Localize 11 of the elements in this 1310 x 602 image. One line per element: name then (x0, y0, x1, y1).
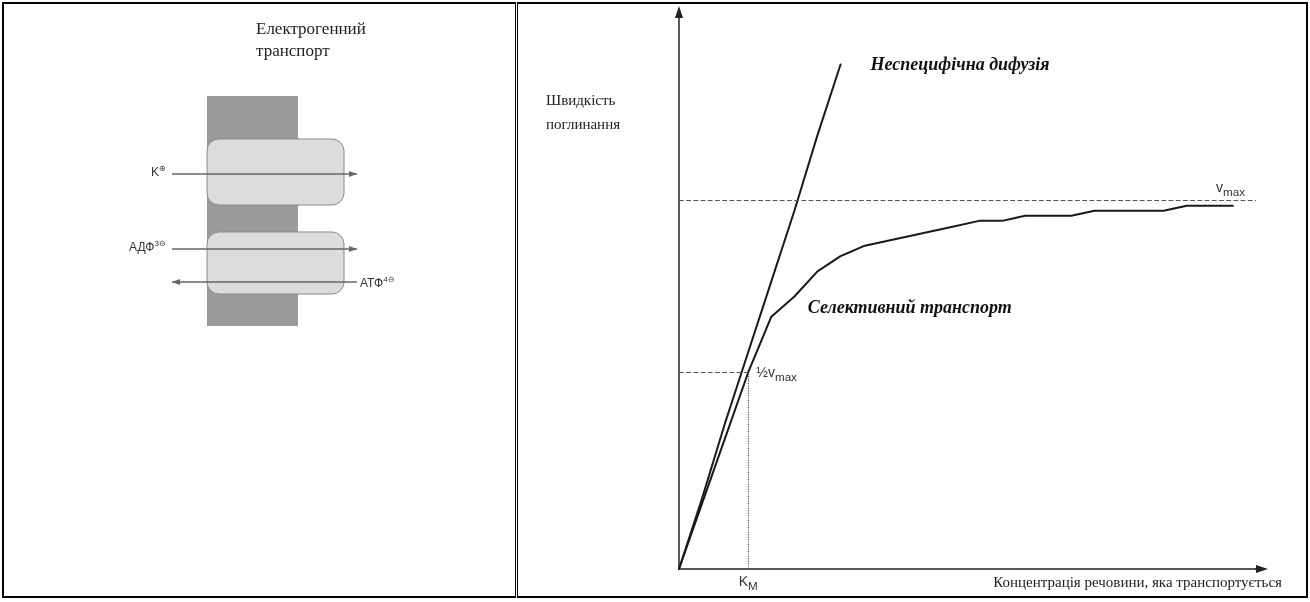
text: Електрогенний транспорт (256, 18, 367, 62)
text: K$^{⊕}$ (151, 164, 167, 179)
series-label: Селективний транспорт (807, 297, 1012, 317)
text: АДФ$^{3⊖}$ (129, 239, 166, 254)
ref-line-label: ½v$_{max}$ (756, 364, 797, 385)
text: АТФ$^{4⊖}$ (360, 275, 395, 290)
text: K$_{M}$ (738, 573, 758, 594)
x-axis-title: Концентрація речовини, яка транспортується (993, 574, 1282, 591)
ref-line-label: v$_{max}$ (1216, 178, 1246, 200)
y-axis-title: Швидкість поглинання (546, 91, 622, 134)
series-label: Неспецифічна дифузія (869, 54, 1050, 75)
